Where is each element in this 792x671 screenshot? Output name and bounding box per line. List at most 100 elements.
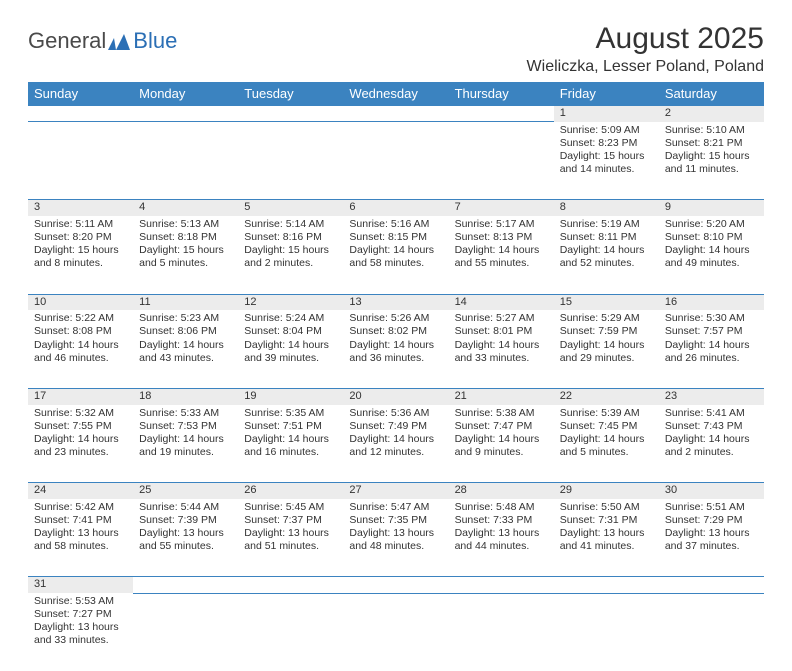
day-content-row: Sunrise: 5:53 AMSunset: 7:27 PMDaylight:…: [28, 593, 764, 671]
daylight-text: Daylight: 13 hours and 48 minutes.: [349, 527, 442, 553]
sunrise-text: Sunrise: 5:20 AM: [665, 218, 758, 231]
day-details: Sunrise: 5:48 AMSunset: 7:33 PMDaylight:…: [449, 499, 554, 558]
header: General Blue August 2025 Wieliczka, Less…: [28, 22, 764, 76]
day-number: 15: [554, 294, 659, 310]
day-number: [343, 577, 448, 593]
day-cell: Sunrise: 5:32 AMSunset: 7:55 PMDaylight:…: [28, 405, 133, 483]
day-details: Sunrise: 5:14 AMSunset: 8:16 PMDaylight:…: [238, 216, 343, 275]
day-details: Sunrise: 5:27 AMSunset: 8:01 PMDaylight:…: [449, 310, 554, 369]
day-number-row: 3456789: [28, 200, 764, 216]
sunrise-text: Sunrise: 5:26 AM: [349, 312, 442, 325]
day-details: Sunrise: 5:17 AMSunset: 8:13 PMDaylight:…: [449, 216, 554, 275]
day-details: Sunrise: 5:45 AMSunset: 7:37 PMDaylight:…: [238, 499, 343, 558]
sunrise-text: Sunrise: 5:16 AM: [349, 218, 442, 231]
day-details: Sunrise: 5:32 AMSunset: 7:55 PMDaylight:…: [28, 405, 133, 464]
sunrise-text: Sunrise: 5:14 AM: [244, 218, 337, 231]
day-cell: Sunrise: 5:10 AMSunset: 8:21 PMDaylight:…: [659, 122, 764, 200]
day-number: 27: [343, 483, 448, 499]
day-details: Sunrise: 5:47 AMSunset: 7:35 PMDaylight:…: [343, 499, 448, 558]
daylight-text: Daylight: 14 hours and 39 minutes.: [244, 339, 337, 365]
day-cell: Sunrise: 5:17 AMSunset: 8:13 PMDaylight:…: [449, 216, 554, 294]
sunset-text: Sunset: 7:33 PM: [455, 514, 548, 527]
day-cell: Sunrise: 5:33 AMSunset: 7:53 PMDaylight:…: [133, 405, 238, 483]
daylight-text: Daylight: 14 hours and 46 minutes.: [34, 339, 127, 365]
sunset-text: Sunset: 7:59 PM: [560, 325, 653, 338]
sunset-text: Sunset: 8:04 PM: [244, 325, 337, 338]
sunrise-text: Sunrise: 5:39 AM: [560, 407, 653, 420]
day-cell: [28, 122, 133, 200]
daylight-text: Daylight: 14 hours and 52 minutes.: [560, 244, 653, 270]
day-cell: Sunrise: 5:24 AMSunset: 8:04 PMDaylight:…: [238, 310, 343, 388]
day-details: Sunrise: 5:30 AMSunset: 7:57 PMDaylight:…: [659, 310, 764, 369]
location: Wieliczka, Lesser Poland, Poland: [527, 58, 764, 76]
daylight-text: Daylight: 15 hours and 2 minutes.: [244, 244, 337, 270]
day-details: Sunrise: 5:33 AMSunset: 7:53 PMDaylight:…: [133, 405, 238, 464]
day-cell: Sunrise: 5:42 AMSunset: 7:41 PMDaylight:…: [28, 499, 133, 577]
day-cell: [238, 593, 343, 671]
day-cell: [238, 122, 343, 200]
day-cell: Sunrise: 5:35 AMSunset: 7:51 PMDaylight:…: [238, 405, 343, 483]
day-number: [133, 106, 238, 122]
day-cell: [449, 122, 554, 200]
day-details: Sunrise: 5:51 AMSunset: 7:29 PMDaylight:…: [659, 499, 764, 558]
day-number-row: 12: [28, 106, 764, 122]
day-number: 6: [343, 200, 448, 216]
day-details: Sunrise: 5:35 AMSunset: 7:51 PMDaylight:…: [238, 405, 343, 464]
day-details: Sunrise: 5:29 AMSunset: 7:59 PMDaylight:…: [554, 310, 659, 369]
sunrise-text: Sunrise: 5:27 AM: [455, 312, 548, 325]
sunrise-text: Sunrise: 5:17 AM: [455, 218, 548, 231]
day-details: Sunrise: 5:39 AMSunset: 7:45 PMDaylight:…: [554, 405, 659, 464]
daylight-text: Daylight: 14 hours and 26 minutes.: [665, 339, 758, 365]
daylight-text: Daylight: 14 hours and 12 minutes.: [349, 433, 442, 459]
day-details: Sunrise: 5:16 AMSunset: 8:15 PMDaylight:…: [343, 216, 448, 275]
day-cell: [659, 593, 764, 671]
day-cell: Sunrise: 5:09 AMSunset: 8:23 PMDaylight:…: [554, 122, 659, 200]
sunset-text: Sunset: 8:13 PM: [455, 231, 548, 244]
logo-text-2: Blue: [133, 28, 177, 54]
day-cell: Sunrise: 5:19 AMSunset: 8:11 PMDaylight:…: [554, 216, 659, 294]
day-number-row: 24252627282930: [28, 483, 764, 499]
sunrise-text: Sunrise: 5:47 AM: [349, 501, 442, 514]
day-number: [659, 577, 764, 593]
daylight-text: Daylight: 14 hours and 19 minutes.: [139, 433, 232, 459]
day-details: Sunrise: 5:26 AMSunset: 8:02 PMDaylight:…: [343, 310, 448, 369]
daylight-text: Daylight: 15 hours and 14 minutes.: [560, 150, 653, 176]
logo: General Blue: [28, 28, 177, 54]
day-number: 29: [554, 483, 659, 499]
day-number: [28, 106, 133, 122]
sunset-text: Sunset: 7:47 PM: [455, 420, 548, 433]
sunset-text: Sunset: 8:01 PM: [455, 325, 548, 338]
day-details: Sunrise: 5:44 AMSunset: 7:39 PMDaylight:…: [133, 499, 238, 558]
day-details: Sunrise: 5:36 AMSunset: 7:49 PMDaylight:…: [343, 405, 448, 464]
daylight-text: Daylight: 14 hours and 49 minutes.: [665, 244, 758, 270]
daylight-text: Daylight: 14 hours and 55 minutes.: [455, 244, 548, 270]
weekday-header: Thursday: [449, 82, 554, 106]
sunset-text: Sunset: 8:10 PM: [665, 231, 758, 244]
day-cell: Sunrise: 5:23 AMSunset: 8:06 PMDaylight:…: [133, 310, 238, 388]
sunset-text: Sunset: 7:51 PM: [244, 420, 337, 433]
day-cell: [133, 122, 238, 200]
daylight-text: Daylight: 14 hours and 43 minutes.: [139, 339, 232, 365]
sunset-text: Sunset: 8:06 PM: [139, 325, 232, 338]
day-number: 4: [133, 200, 238, 216]
sunset-text: Sunset: 8:08 PM: [34, 325, 127, 338]
day-number: 26: [238, 483, 343, 499]
day-cell: Sunrise: 5:47 AMSunset: 7:35 PMDaylight:…: [343, 499, 448, 577]
day-number: 8: [554, 200, 659, 216]
sunrise-text: Sunrise: 5:44 AM: [139, 501, 232, 514]
day-number: 22: [554, 388, 659, 404]
day-number: 23: [659, 388, 764, 404]
day-cell: Sunrise: 5:27 AMSunset: 8:01 PMDaylight:…: [449, 310, 554, 388]
logo-text-1: General: [28, 28, 106, 54]
day-content-row: Sunrise: 5:32 AMSunset: 7:55 PMDaylight:…: [28, 405, 764, 483]
daylight-text: Daylight: 13 hours and 44 minutes.: [455, 527, 548, 553]
sunrise-text: Sunrise: 5:45 AM: [244, 501, 337, 514]
sunset-text: Sunset: 7:57 PM: [665, 325, 758, 338]
daylight-text: Daylight: 15 hours and 11 minutes.: [665, 150, 758, 176]
day-number: 20: [343, 388, 448, 404]
sunrise-text: Sunrise: 5:09 AM: [560, 124, 653, 137]
day-content-row: Sunrise: 5:22 AMSunset: 8:08 PMDaylight:…: [28, 310, 764, 388]
sunset-text: Sunset: 7:53 PM: [139, 420, 232, 433]
sunset-text: Sunset: 7:55 PM: [34, 420, 127, 433]
day-number: [238, 106, 343, 122]
